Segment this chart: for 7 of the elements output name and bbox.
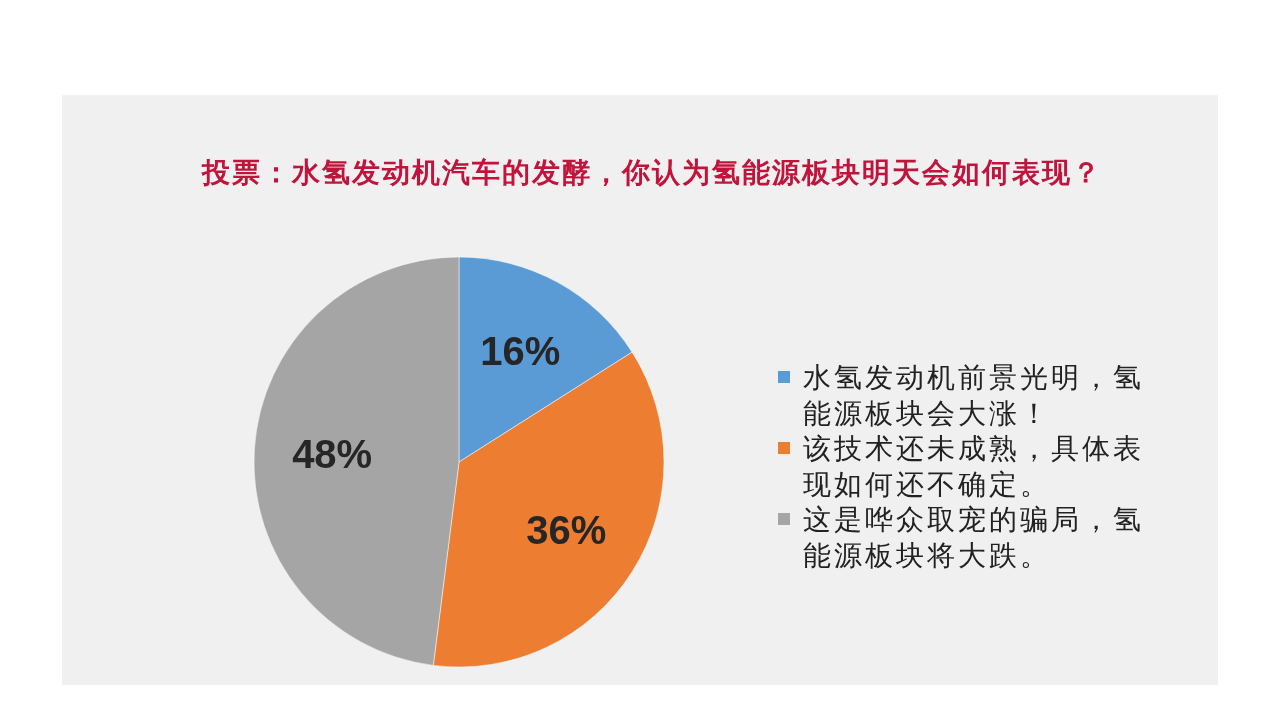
- legend-label: 这是哗众取宠的骗局，氢能源板块将大跌。: [803, 502, 1144, 571]
- chart-title: 投票：水氢发动机汽车的发酵，你认为氢能源板块明天会如何表现？: [201, 155, 1102, 189]
- legend-label: 该技术还未成熟，具体表现如何还不确定。: [803, 431, 1144, 500]
- data-label: 16%: [480, 328, 561, 373]
- data-label: 48%: [292, 432, 373, 477]
- legend-label: 水氢发动机前景光明，氢能源板块会大涨！: [803, 360, 1144, 429]
- data-label: 36%: [526, 508, 607, 553]
